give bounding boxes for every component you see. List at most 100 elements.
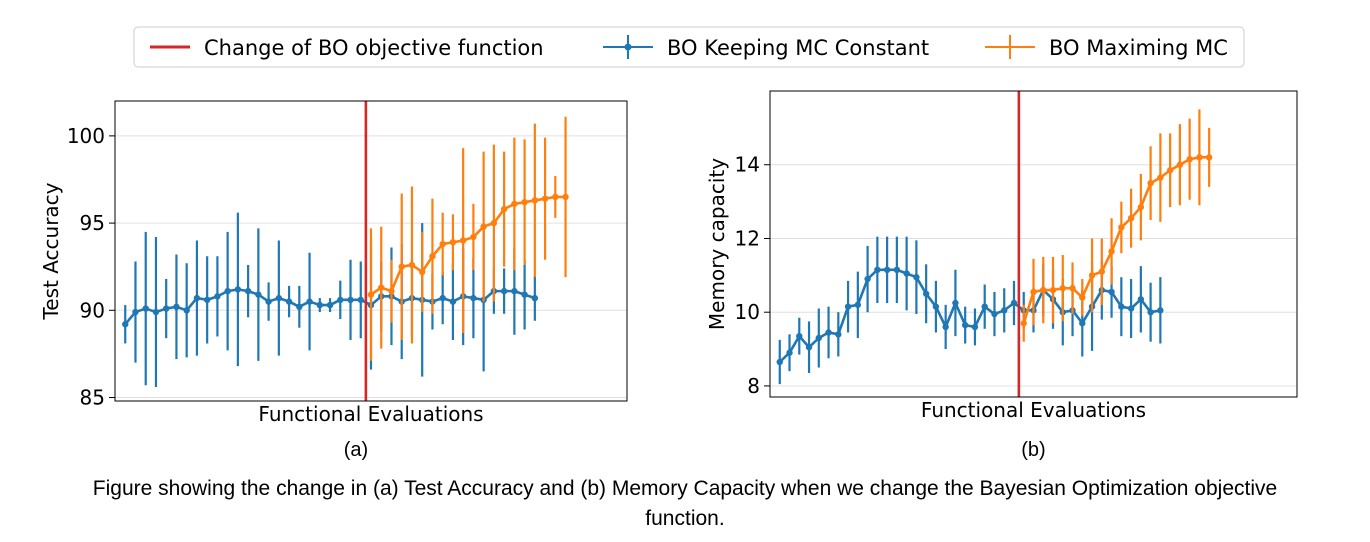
data-point-maximing bbox=[541, 195, 549, 202]
data-point-constant bbox=[815, 334, 822, 342]
data-point-constant bbox=[132, 308, 139, 316]
data-point-constant bbox=[173, 303, 180, 311]
data-point-maximing bbox=[552, 193, 559, 201]
data-point-constant bbox=[805, 344, 813, 351]
data-point-constant bbox=[326, 301, 334, 309]
chart-test-accuracy: 85 90 95 100 Functional Evaluations Test Accu… bbox=[39, 100, 628, 461]
data-point-constant bbox=[776, 358, 783, 366]
y-axis-label: Memory capacity bbox=[705, 158, 729, 330]
data-point-constant bbox=[835, 331, 842, 338]
data-point-constant bbox=[306, 298, 313, 305]
legend-label-change: Change of BO objective function bbox=[204, 36, 544, 60]
legend-label-maximing: BO Maximing MC bbox=[1049, 36, 1228, 60]
data-point-maximing bbox=[1020, 320, 1027, 327]
data-point-constant bbox=[316, 301, 323, 309]
data-point-maximing bbox=[511, 200, 518, 208]
data-point-maximing bbox=[1196, 154, 1203, 161]
data-point-constant bbox=[122, 321, 129, 328]
data-point-maximing bbox=[1040, 286, 1047, 294]
data-point-maximing bbox=[419, 268, 426, 276]
data-point-maximing bbox=[1127, 214, 1135, 222]
data-point-maximing bbox=[490, 219, 498, 227]
data-point-constant bbox=[1010, 299, 1018, 307]
data-point-constant bbox=[531, 294, 539, 302]
data-point-maximing bbox=[500, 205, 508, 213]
data-point-maximing bbox=[1118, 224, 1125, 231]
data-point-constant bbox=[275, 294, 283, 302]
data-point-maximing bbox=[459, 237, 467, 244]
data-point-constant bbox=[521, 291, 528, 298]
data-point-maximing bbox=[398, 263, 405, 270]
data-point-maximing bbox=[1137, 203, 1145, 211]
y-tick-label: 85 bbox=[80, 386, 105, 410]
series-line-maximing bbox=[370, 195, 566, 296]
data-point-constant bbox=[265, 298, 272, 305]
data-point-constant bbox=[255, 291, 262, 298]
data-point-maximing bbox=[1030, 288, 1037, 296]
data-point-constant bbox=[183, 307, 190, 314]
data-point-constant bbox=[193, 294, 201, 302]
data-point-constant bbox=[952, 299, 959, 307]
data-point-constant bbox=[357, 296, 364, 304]
data-point-maximing bbox=[1049, 286, 1057, 294]
data-point-constant bbox=[844, 303, 852, 310]
y-tick-label: 90 bbox=[80, 298, 105, 322]
axes-frame bbox=[769, 90, 1298, 398]
data-point-constant bbox=[347, 296, 354, 304]
y-tick-label: 8 bbox=[747, 374, 760, 398]
data-point-constant bbox=[1147, 309, 1154, 316]
x-axis-label: Functional Evaluations bbox=[921, 398, 1146, 422]
data-point-constant bbox=[1157, 307, 1164, 314]
data-point-constant bbox=[786, 349, 793, 356]
y-tick-label: 14 bbox=[735, 153, 760, 177]
data-point-constant bbox=[903, 270, 910, 277]
data-point-constant bbox=[981, 303, 988, 310]
y-tick-label: 12 bbox=[735, 226, 760, 250]
panel-label: (a) bbox=[344, 439, 368, 461]
data-point-constant bbox=[285, 298, 293, 305]
data-point-constant bbox=[449, 298, 457, 305]
data-point-constant bbox=[971, 323, 979, 331]
y-tick-label: 10 bbox=[735, 300, 760, 324]
legend-entry-change: Change of BO objective function bbox=[150, 36, 544, 60]
data-point-constant bbox=[922, 290, 930, 297]
data-point-maximing bbox=[378, 284, 385, 291]
data-point-constant bbox=[1108, 288, 1115, 296]
data-point-maximing bbox=[1166, 167, 1174, 174]
data-point-maximing bbox=[480, 223, 487, 230]
data-point-constant bbox=[500, 287, 508, 295]
data-point-constant bbox=[825, 329, 832, 336]
data-point-maximing bbox=[1088, 272, 1096, 279]
data-point-constant bbox=[296, 303, 303, 311]
data-point-constant bbox=[1001, 307, 1008, 314]
data-point-constant bbox=[796, 332, 803, 340]
data-point-constant bbox=[893, 266, 901, 274]
data-point-maximing bbox=[1186, 156, 1193, 163]
data-point-constant bbox=[234, 286, 242, 293]
data-point-maximing bbox=[388, 287, 395, 295]
data-point-maximing bbox=[521, 198, 528, 206]
legend-label-constant: BO Keeping MC Constant bbox=[667, 36, 929, 60]
data-point-constant bbox=[932, 303, 940, 310]
data-point-constant bbox=[511, 287, 518, 295]
data-point-constant bbox=[163, 305, 170, 312]
data-point-constant bbox=[1137, 296, 1145, 303]
axes-frame bbox=[114, 100, 628, 402]
data-point-constant bbox=[203, 296, 211, 304]
data-point-maximing bbox=[429, 253, 436, 260]
data-point-constant bbox=[1079, 320, 1086, 327]
data-point-maximing bbox=[1147, 179, 1154, 187]
series-line-constant bbox=[778, 268, 1161, 363]
data-point-maximing bbox=[1069, 285, 1076, 292]
data-point-constant bbox=[942, 323, 949, 331]
data-point-constant bbox=[224, 287, 231, 295]
data-point-maximing bbox=[470, 233, 477, 241]
legend: Change of BO objective function BO Keepi… bbox=[133, 26, 1245, 68]
legend-frame bbox=[133, 26, 1245, 68]
data-point-maximing bbox=[367, 291, 375, 298]
data-point-constant bbox=[874, 266, 881, 274]
data-point-constant bbox=[142, 305, 149, 312]
legend-swatch-constant-marker bbox=[624, 43, 632, 51]
legend-entry-maximing: BO Maximing MC bbox=[985, 35, 1228, 60]
